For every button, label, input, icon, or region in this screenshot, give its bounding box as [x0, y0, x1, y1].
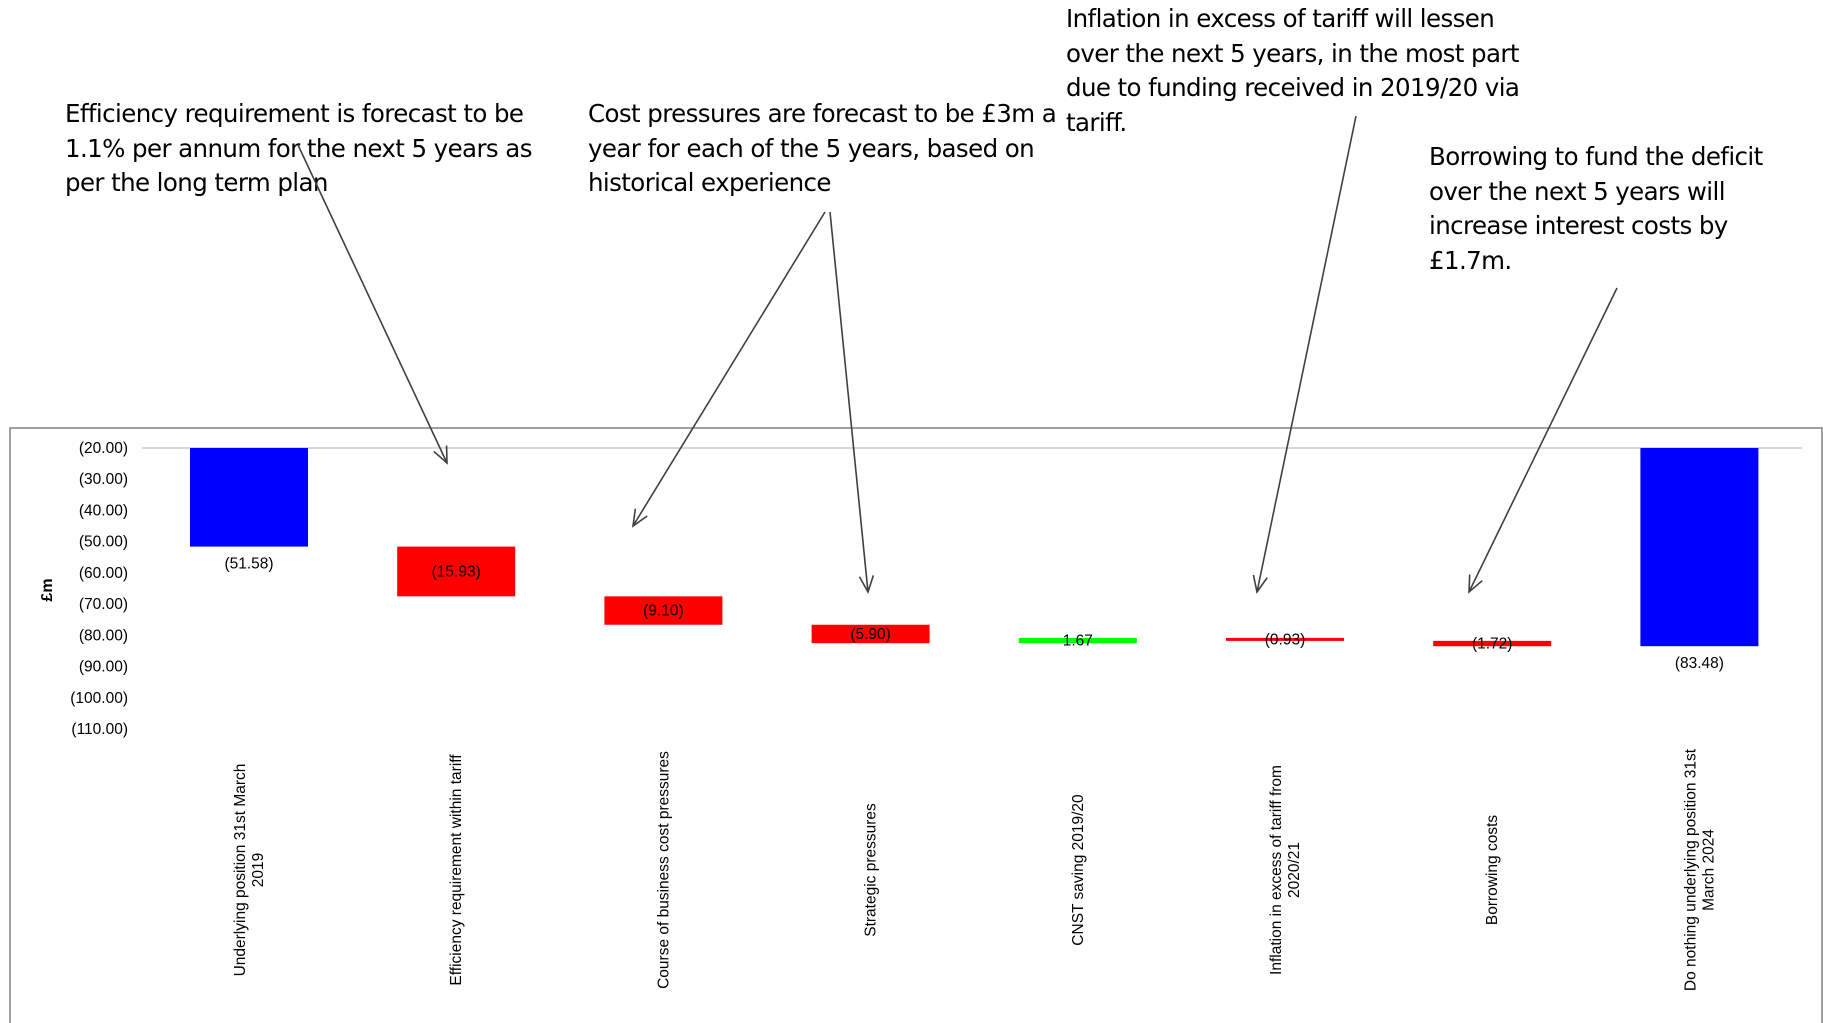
data-label-4: (5.90) [850, 626, 891, 643]
arrow-efficiency [297, 144, 448, 465]
y-tick-label: (80.00) [79, 627, 128, 644]
data-label-6: (0.93) [1265, 631, 1306, 648]
category-label-8: Do nothing underlying position 31stMarch… [1682, 748, 1717, 991]
bar-4 [811, 624, 930, 644]
arrow-borrowing [1468, 287, 1618, 594]
data-label-5: 1.67 [1063, 633, 1093, 650]
category-label-1: Underlying position 31st March2019 [232, 764, 267, 977]
category-label-5: CNST saving 2019/20 [1070, 794, 1087, 946]
bar-8 [1640, 448, 1759, 647]
y-tick-label: (110.00) [71, 721, 128, 738]
data-label-1: (51.58) [224, 556, 273, 573]
y-tick-label: (30.00) [79, 471, 128, 488]
y-tick-label: (90.00) [79, 659, 128, 676]
bar-1 [190, 448, 308, 547]
bar-3 [604, 596, 723, 625]
data-labels-group: (51.58) (15.93) (9.10) (5.90) 1.67 (0.93) (1.7… [224, 556, 1724, 673]
bars-group [190, 448, 1759, 647]
bar-5 [1018, 637, 1137, 644]
annotation-arrows [297, 115, 1618, 594]
y-axis-title: £m [39, 578, 56, 601]
annotation-cost-pressures: Cost pressures are forecast to be £3m a … [588, 99, 1057, 197]
bar-7 [1433, 640, 1552, 647]
y-tick-label: (70.00) [79, 596, 128, 613]
annotation-inflation: Inflation in excess of tariff will lesse… [1066, 4, 1520, 137]
y-tick-label: (20.00) [79, 440, 128, 457]
bar-2 [397, 546, 516, 597]
y-tick-label: (40.00) [79, 502, 128, 519]
data-label-2: (15.93) [432, 563, 481, 580]
annotation-borrowing: Borrowing to fund the deficit over the n… [1429, 142, 1763, 275]
data-label-8: (83.48) [1675, 655, 1724, 672]
category-label-3: Course of business cost pressures [655, 751, 672, 989]
category-label-2: Efficiency requirement within tariff [448, 754, 465, 986]
data-label-3: (9.10) [643, 603, 684, 620]
y-axis: (20.00) (30.00) (40.00) (50.00) (60.00) (70.0… [70, 440, 128, 738]
arrow-inflation [1252, 115, 1357, 594]
bar-6 [1226, 637, 1344, 641]
category-label-4: Strategic pressures [863, 803, 880, 937]
y-tick-label: (60.00) [79, 565, 128, 582]
y-tick-label: (100.00) [70, 690, 128, 707]
data-label-7: (1.72) [1472, 636, 1513, 653]
chart-area-frame [9, 427, 1823, 1023]
category-label-7: Borrowing costs [1484, 815, 1501, 926]
category-labels-group: Underlying position 31st March2019 Effici… [232, 748, 1717, 991]
annotation-efficiency: Efficiency requirement is forecast to be… [65, 99, 532, 197]
category-label-6: Inflation in excess of tariff from2020/2… [1268, 765, 1303, 975]
arrow-cost-pressures-1 [631, 211, 826, 528]
arrow-cost-pressures-2 [829, 211, 875, 594]
y-tick-label: (50.00) [79, 534, 128, 551]
